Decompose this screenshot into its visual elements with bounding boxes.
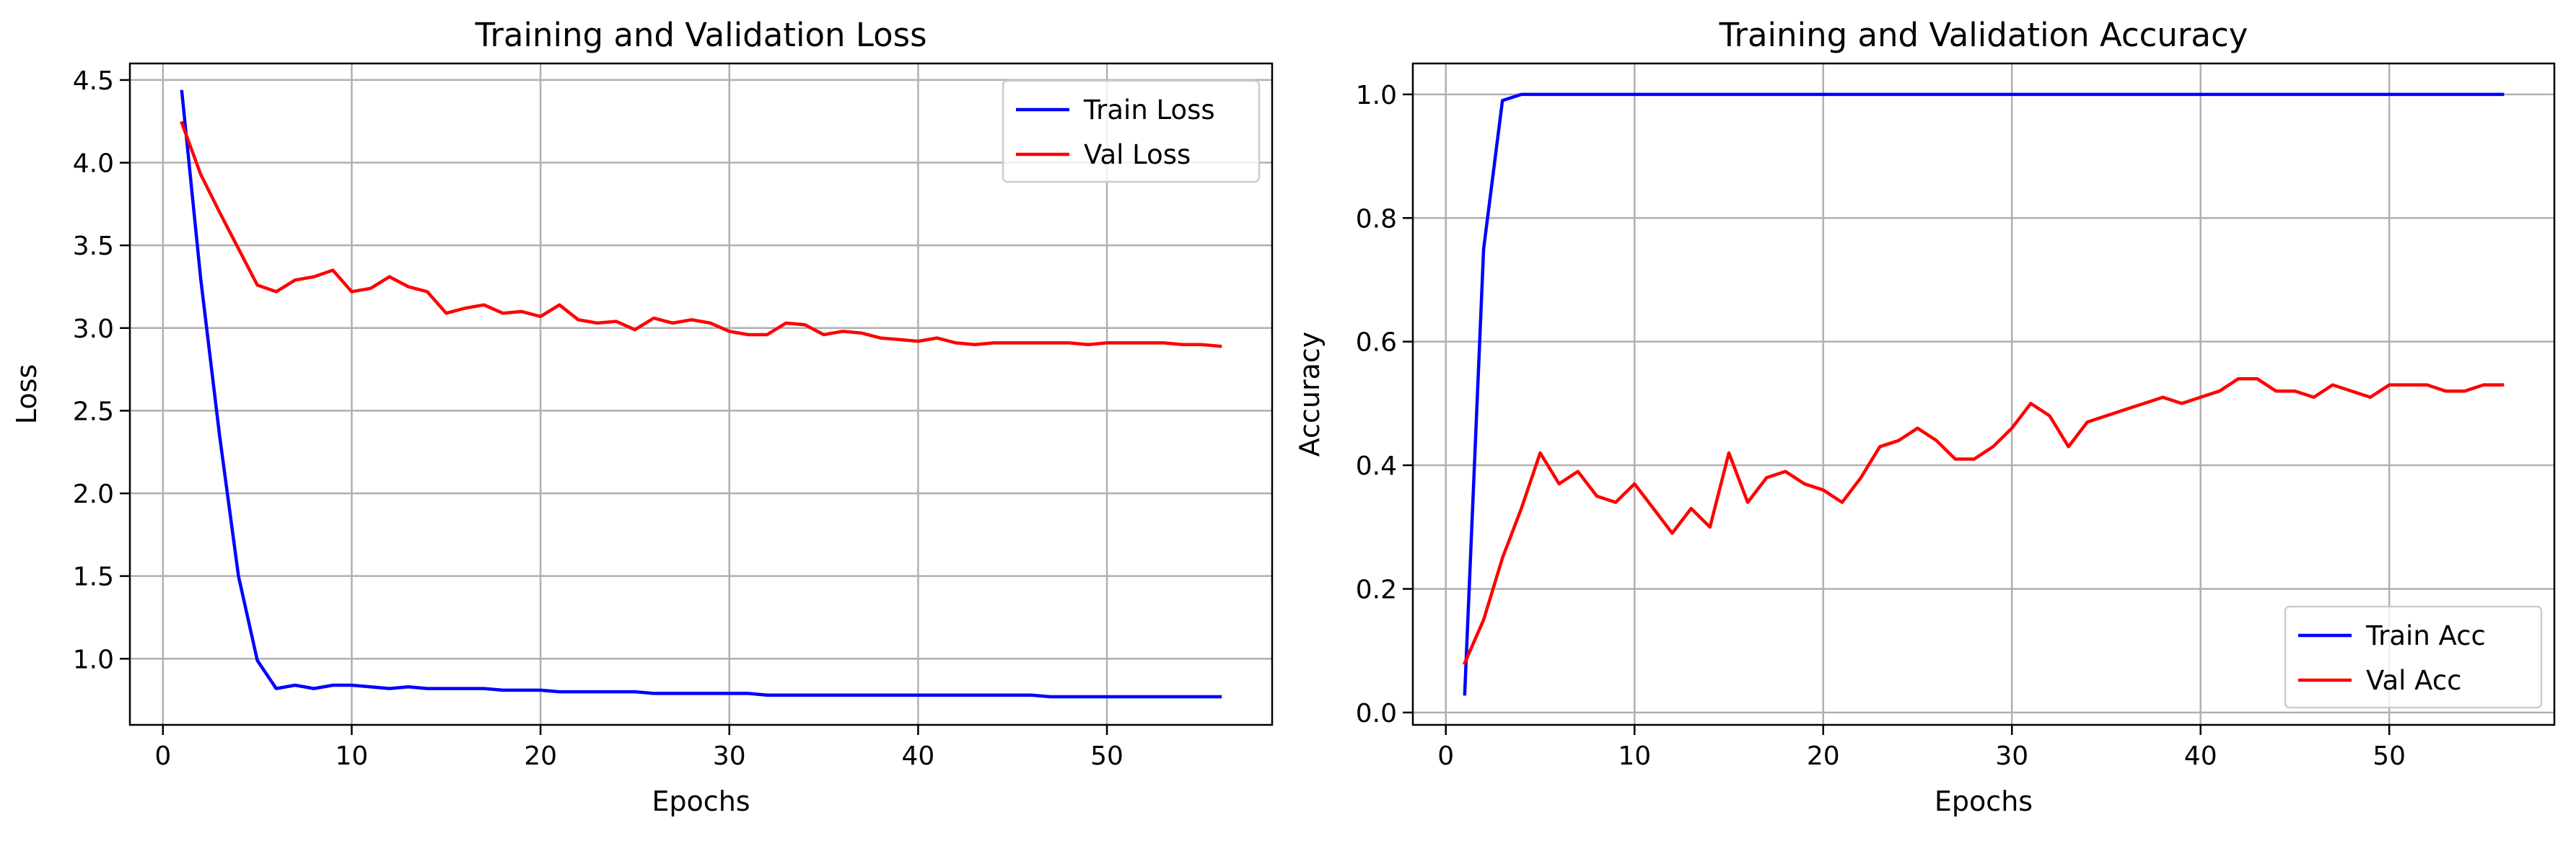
- y-tick-label: 3.0: [73, 314, 114, 344]
- y-tick-label: 4.5: [73, 66, 114, 96]
- chart-panel-1: 0 10 20 30 40 50 1.0 1.5 2.0 2.5 3.0 3.5 4.0 4.5 Train…: [11, 16, 1274, 817]
- plot-frame: [1411, 62, 2556, 726]
- legend-box: [2284, 605, 2543, 709]
- x-axis-label: Epochs: [652, 785, 750, 817]
- x-tick-label: 30: [713, 741, 746, 771]
- legend-label: Train Acc: [2365, 620, 2486, 651]
- series-line-2: [1462, 377, 2505, 666]
- x-tick-label: 40: [901, 741, 934, 771]
- legend-label: Train Loss: [1083, 94, 1215, 126]
- y-tick-label: 1.5: [73, 563, 114, 592]
- legend: Train Loss Val Loss: [1002, 79, 1261, 183]
- x-tick-label: 20: [524, 741, 557, 771]
- y-tick-label: 1.0: [73, 645, 114, 674]
- chart-panel-2: 0 10 20 30 40 50 0.0 0.2 0.4 0.6 0.8 1.0 Training an…: [1294, 16, 2556, 817]
- y-tick-label: 4.0: [73, 149, 114, 179]
- y-tick-label: 1.0: [1356, 81, 1397, 110]
- y-tick-label: 0.8: [1356, 204, 1397, 234]
- x-tick-label: 50: [2373, 741, 2406, 771]
- y-tick-label: 0.0: [1356, 699, 1397, 728]
- x-tick-label: 50: [1090, 741, 1123, 771]
- y-axis-label: Loss: [11, 364, 43, 424]
- y-axis-label: Accuracy: [1294, 332, 1326, 457]
- series-line-1: [1463, 92, 2505, 696]
- x-tick-label: 10: [336, 741, 369, 771]
- y-tick-label: 3.5: [73, 232, 114, 261]
- x-axis-label: Epochs: [1935, 785, 2033, 817]
- chart-title: Training and Validation Accuracy: [1719, 16, 2248, 54]
- y-tick-label: 0.2: [1356, 575, 1397, 604]
- legend-label: Val Loss: [1084, 139, 1191, 170]
- plot-frame: [128, 62, 1274, 726]
- x-tick-label: 20: [1807, 741, 1840, 771]
- x-tick-label: 30: [1995, 741, 2028, 771]
- x-tick-label: 0: [154, 741, 171, 771]
- y-tick-label: 0.6: [1356, 328, 1397, 358]
- y-tick-label: 2.0: [73, 480, 114, 509]
- chart-title: Training and Validation Loss: [474, 16, 926, 54]
- y-tick-label: 0.4: [1356, 452, 1397, 481]
- x-tick-label: 10: [1618, 741, 1651, 771]
- series-line-2: [180, 120, 1222, 348]
- y-tick-label: 2.5: [73, 397, 114, 426]
- legend: Train Acc Val Acc: [2284, 605, 2543, 709]
- x-tick-label: 0: [1437, 741, 1454, 771]
- legend-box: [1002, 79, 1261, 183]
- x-tick-label: 40: [2184, 741, 2217, 771]
- series-line-1: [180, 89, 1222, 699]
- legend-label: Val Acc: [2366, 665, 2462, 696]
